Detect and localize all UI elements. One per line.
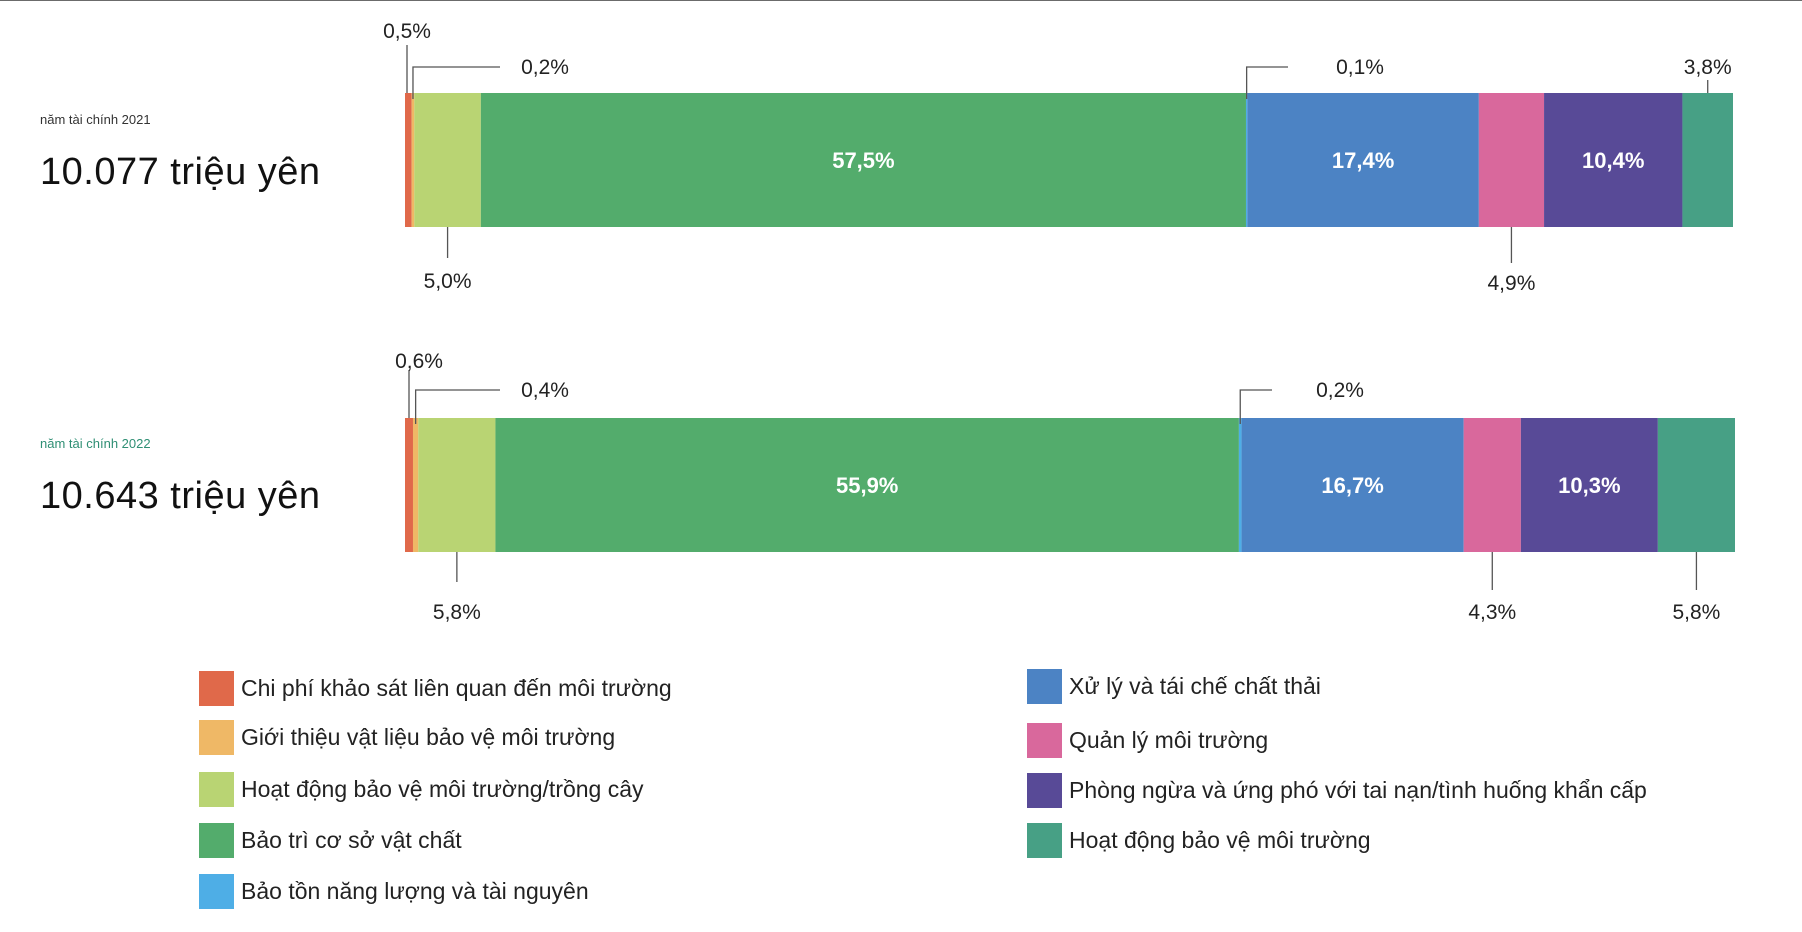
data-label: 3,8% bbox=[1684, 56, 1732, 79]
data-label: 57,5% bbox=[832, 148, 894, 173]
bar-segment bbox=[405, 93, 412, 227]
bar-segment bbox=[480, 93, 1246, 227]
data-label: 5,8% bbox=[1672, 601, 1720, 624]
year-label-2022: năm tài chính 2022 bbox=[40, 436, 151, 451]
data-label: 10,3% bbox=[1558, 473, 1620, 498]
bar-segment bbox=[412, 418, 419, 552]
data-label: 4,3% bbox=[1468, 601, 1516, 624]
bar-segment bbox=[495, 418, 1239, 552]
data-label: 0,6% bbox=[395, 350, 443, 373]
total-label-2021: 10.077 triệu yên bbox=[40, 151, 321, 193]
bar-segment bbox=[405, 418, 413, 552]
total-label-2022: 10.643 triệu yên bbox=[40, 475, 321, 517]
bar-segment bbox=[414, 93, 481, 227]
data-label: 5,0% bbox=[424, 270, 472, 293]
leader-line bbox=[1245, 66, 1288, 99]
top-divider bbox=[0, 0, 1802, 1]
data-label: 0,2% bbox=[521, 56, 569, 79]
data-label: 5,8% bbox=[433, 601, 481, 624]
bar-segment bbox=[1657, 418, 1735, 552]
data-label: 10,4% bbox=[1582, 148, 1644, 173]
leader-line bbox=[414, 389, 500, 424]
bar-segment bbox=[1682, 93, 1733, 227]
bar-segment bbox=[411, 93, 415, 227]
data-label: 4,9% bbox=[1488, 272, 1536, 295]
bar-segment bbox=[1247, 93, 1479, 227]
year-2021-header: năm tài chính 2021 10.077 triệu yên bbox=[40, 112, 321, 194]
data-label: 0,2% bbox=[1316, 379, 1364, 402]
bar-segment bbox=[1238, 418, 1242, 552]
bar-segment bbox=[1463, 418, 1521, 552]
bar-segment bbox=[1241, 418, 1464, 552]
year-2022-header: năm tài chính 2022 10.643 triệu yên bbox=[40, 436, 321, 518]
year-label-2021: năm tài chính 2021 bbox=[40, 112, 151, 127]
data-label: 55,9% bbox=[836, 473, 898, 498]
bar-segment bbox=[1544, 93, 1683, 227]
data-label: 0,1% bbox=[1336, 56, 1384, 79]
leader-line bbox=[412, 66, 500, 99]
bar-segment bbox=[1245, 93, 1248, 227]
data-label: 16,7% bbox=[1321, 473, 1383, 498]
data-label: 17,4% bbox=[1332, 148, 1394, 173]
bar-segment bbox=[1520, 418, 1658, 552]
leader-line bbox=[1239, 389, 1272, 424]
bar-segment bbox=[1478, 93, 1545, 227]
data-label: 0,5% bbox=[383, 20, 431, 43]
data-label: 0,4% bbox=[521, 379, 569, 402]
bar-segment bbox=[418, 418, 496, 552]
